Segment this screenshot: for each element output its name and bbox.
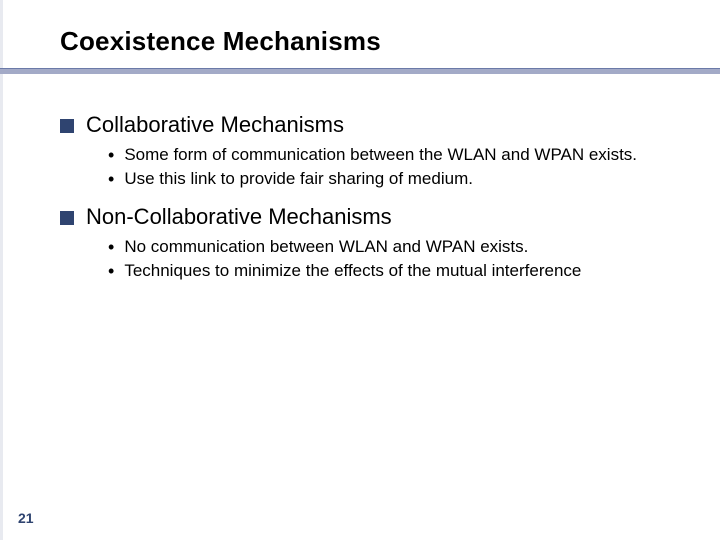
l2-text: Use this link to provide fair sharing of… xyxy=(124,168,473,190)
left-accent xyxy=(0,0,3,540)
dot-bullet-icon: • xyxy=(108,260,114,282)
slide-title: Coexistence Mechanisms xyxy=(60,26,680,57)
dot-bullet-icon: • xyxy=(108,236,114,258)
l2-group: • Some form of communication between the… xyxy=(108,144,660,190)
l2-text: Some form of communication between the W… xyxy=(124,144,637,166)
l2-group: • No communication between WLAN and WPAN… xyxy=(108,236,660,282)
bullet-l1: Non-Collaborative Mechanisms xyxy=(60,204,660,230)
square-bullet-icon xyxy=(60,211,74,225)
square-bullet-icon xyxy=(60,119,74,133)
bullet-l1: Collaborative Mechanisms xyxy=(60,112,660,138)
slide: Coexistence Mechanisms Collaborative Mec… xyxy=(0,0,720,540)
l2-text: No communication between WLAN and WPAN e… xyxy=(124,236,528,258)
bullet-l2: • Techniques to minimize the effects of … xyxy=(108,260,660,282)
content-body: Collaborative Mechanisms • Some form of … xyxy=(60,112,660,296)
dot-bullet-icon: • xyxy=(108,168,114,190)
bullet-l2: • Some form of communication between the… xyxy=(108,144,660,166)
bullet-l2: • Use this link to provide fair sharing … xyxy=(108,168,660,190)
bullet-l2: • No communication between WLAN and WPAN… xyxy=(108,236,660,258)
title-region: Coexistence Mechanisms xyxy=(60,26,680,57)
dot-bullet-icon: • xyxy=(108,144,114,166)
page-number: 21 xyxy=(18,510,34,526)
title-underline xyxy=(0,68,720,74)
l2-text: Techniques to minimize the effects of th… xyxy=(124,260,581,282)
l1-text: Non-Collaborative Mechanisms xyxy=(86,204,392,230)
l1-text: Collaborative Mechanisms xyxy=(86,112,344,138)
